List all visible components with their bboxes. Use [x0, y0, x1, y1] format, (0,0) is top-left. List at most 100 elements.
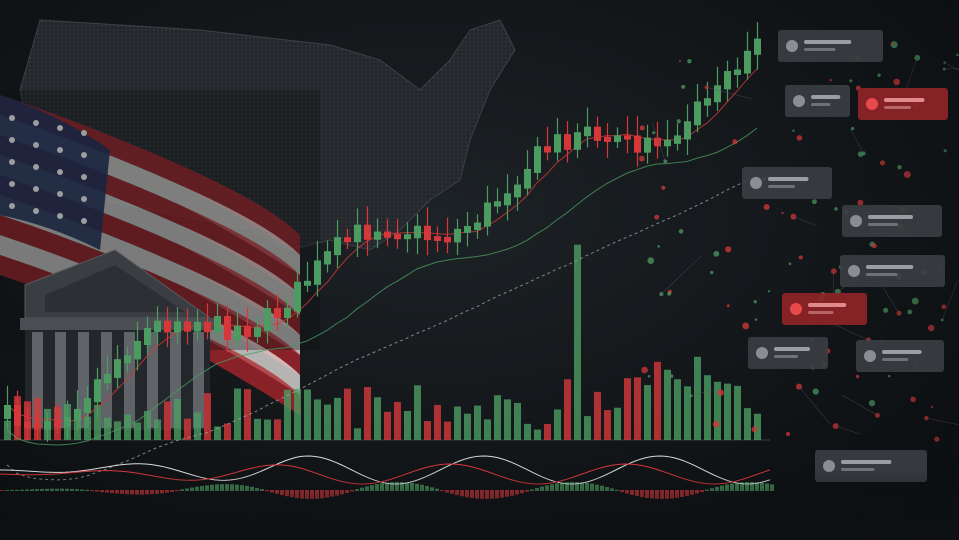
candle-body [64, 416, 71, 427]
volume-bar [354, 428, 361, 440]
volume-bar [404, 410, 411, 440]
volume-bar [674, 379, 681, 440]
volume-bar [144, 410, 151, 440]
volume-bar [94, 404, 101, 440]
bubble [778, 30, 883, 62]
candle-body [484, 202, 491, 227]
volume-bar [224, 423, 231, 440]
bubble-avatar [864, 350, 876, 362]
volume-bar [734, 385, 741, 440]
volume-bar [664, 369, 671, 440]
bubble-line [768, 185, 795, 188]
volume-bar [494, 395, 501, 440]
candle-body [414, 225, 421, 239]
flag-star [57, 213, 63, 219]
candle-body [644, 137, 651, 153]
moving-average [6, 127, 758, 446]
network-dot [726, 304, 730, 308]
candle-body [14, 405, 21, 426]
candle-body [114, 359, 121, 378]
column [124, 332, 135, 428]
volume-bar [724, 383, 731, 440]
flag-star [33, 142, 39, 148]
candle-body [464, 226, 471, 233]
column [193, 332, 204, 428]
bubble-line [768, 177, 809, 181]
candle-body [334, 237, 341, 256]
network-link [691, 389, 715, 396]
volume-bar [394, 402, 401, 440]
network-dot [647, 257, 655, 264]
volume-bar [514, 402, 521, 440]
network-dot [742, 322, 750, 330]
candle-body [354, 224, 361, 243]
bubble-line [808, 311, 834, 314]
message-bubbles [742, 30, 948, 482]
network-dot [679, 59, 682, 62]
flag-star [81, 130, 87, 136]
candle-body [324, 251, 331, 265]
candle-body [344, 237, 351, 243]
bubble-line [866, 273, 898, 276]
network-dot [676, 119, 681, 124]
candle-body [384, 231, 391, 238]
volume-bar [344, 388, 351, 440]
volume-bar [594, 391, 601, 440]
flag-star [33, 208, 39, 214]
volume-bar [614, 407, 621, 440]
moving-averages [6, 68, 758, 481]
volume-bar [714, 381, 721, 440]
volume-bar [124, 414, 131, 440]
candle-body [134, 340, 141, 360]
volume-bar [694, 356, 701, 440]
bubble-avatar [786, 40, 798, 52]
volume-bar [284, 389, 291, 440]
candle-body [494, 201, 501, 207]
volume-bar [504, 399, 511, 440]
network-dot [670, 374, 674, 378]
candle-body [704, 98, 711, 106]
column [78, 332, 89, 428]
candle-body [544, 146, 551, 153]
column [55, 332, 66, 428]
candle-body [294, 281, 301, 312]
network-dot [657, 245, 660, 248]
bubble-line [868, 223, 898, 226]
bubble [742, 167, 832, 199]
network-dot [713, 250, 720, 257]
volume-bar [434, 404, 441, 440]
moving-average [6, 68, 758, 423]
flag-star [81, 174, 87, 180]
network-dot [678, 229, 684, 234]
candle-body [94, 379, 101, 403]
bubble [842, 205, 942, 237]
candle-body [394, 233, 401, 240]
bubble-avatar [850, 215, 862, 227]
network-dot [667, 291, 672, 296]
bubble-avatar [756, 347, 768, 359]
volume-bar [704, 375, 711, 440]
candle-body [694, 101, 701, 126]
candle-body [314, 260, 321, 285]
candle-body [164, 320, 171, 333]
bubble-line [882, 358, 909, 361]
candle-body [734, 69, 741, 75]
volume-bar [114, 421, 121, 440]
bubble-line [841, 460, 892, 464]
candle-body [664, 139, 671, 147]
candle-body [424, 225, 431, 241]
network-dot [717, 389, 724, 396]
volume-bar [334, 397, 341, 440]
candle-body [594, 126, 601, 141]
bubble-avatar [750, 177, 762, 189]
bubble-line [774, 355, 798, 358]
candle-body [404, 234, 411, 240]
candle-body [304, 280, 311, 286]
volume-bar [584, 416, 591, 440]
candle-body [104, 373, 111, 384]
network-dot [710, 270, 714, 275]
volume-bar [214, 426, 221, 440]
network-dot [725, 246, 732, 253]
candle-body [174, 321, 181, 333]
